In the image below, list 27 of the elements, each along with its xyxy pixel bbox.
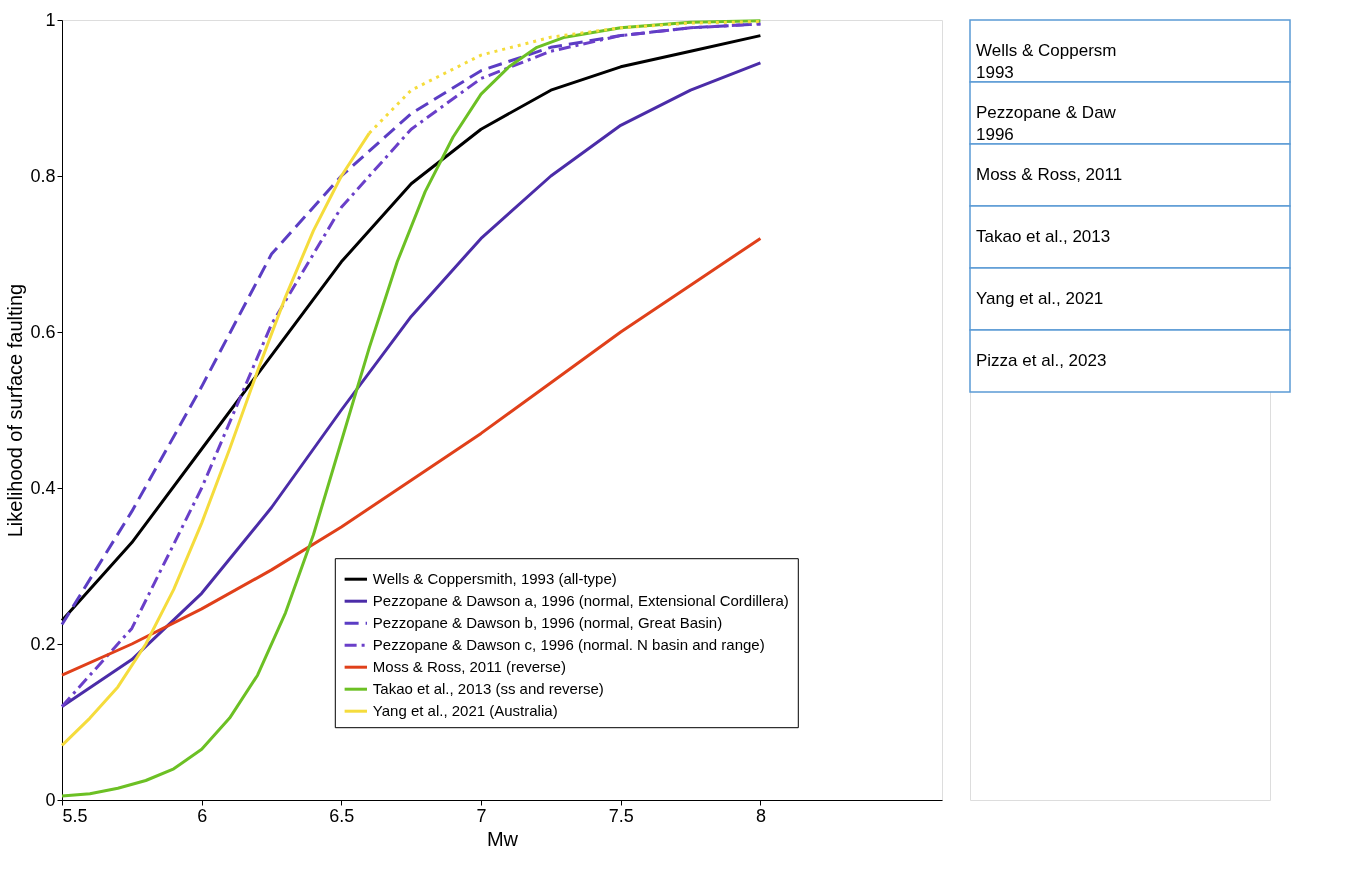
text: Pezzopane & Daw 1996	[976, 103, 1117, 144]
legend-label: Pezzopane & Dawson a, 1996 (normal, Extensional Cordillera)	[372, 592, 789, 610]
legend-label: Pezzopane & Dawson c, 1996 (normal. N basin and range)	[372, 636, 765, 654]
legend-label: Moss & Ross, 2011 (reverse)	[372, 658, 566, 676]
y-tick-label: 0.4	[30, 477, 56, 498]
legend-label: Takao et al., 2013 (ss and reverse)	[372, 680, 604, 698]
text: Wells & Coppersm 1993	[976, 41, 1117, 82]
x-axis-title: Mw	[486, 827, 519, 850]
x-tick-label: 5.5	[62, 805, 88, 826]
y-tick-label: 0.2	[30, 633, 56, 654]
y-tick-label: 1	[45, 9, 56, 30]
text: Takao et al., 2013	[976, 227, 1111, 246]
legend-label: Yang et al., 2021 (Australia)	[372, 702, 558, 720]
x-tick-label: 7.5	[608, 805, 634, 826]
y-tick-label: 0	[45, 789, 56, 810]
x-tick-label: 8	[755, 805, 766, 826]
x-tick-label: 6.5	[329, 805, 355, 826]
y-axis-title: Likelihood of surface faulting	[4, 283, 27, 538]
legend-label: Pezzopane & Dawson b, 1996 (normal, Great Basin)	[372, 614, 723, 632]
y-tick-label: 0.6	[30, 321, 56, 342]
text: Pizza et al., 2023	[976, 351, 1107, 370]
x-tick-label: 7	[476, 805, 487, 826]
x-tick-label: 6	[197, 805, 208, 826]
text: Yang et al., 2021	[976, 289, 1104, 308]
text: Moss & Ross, 2011	[976, 165, 1123, 184]
y-tick-label: 0.8	[30, 165, 56, 186]
legend-label: Wells & Coppersmith, 1993 (all-type)	[372, 570, 617, 588]
